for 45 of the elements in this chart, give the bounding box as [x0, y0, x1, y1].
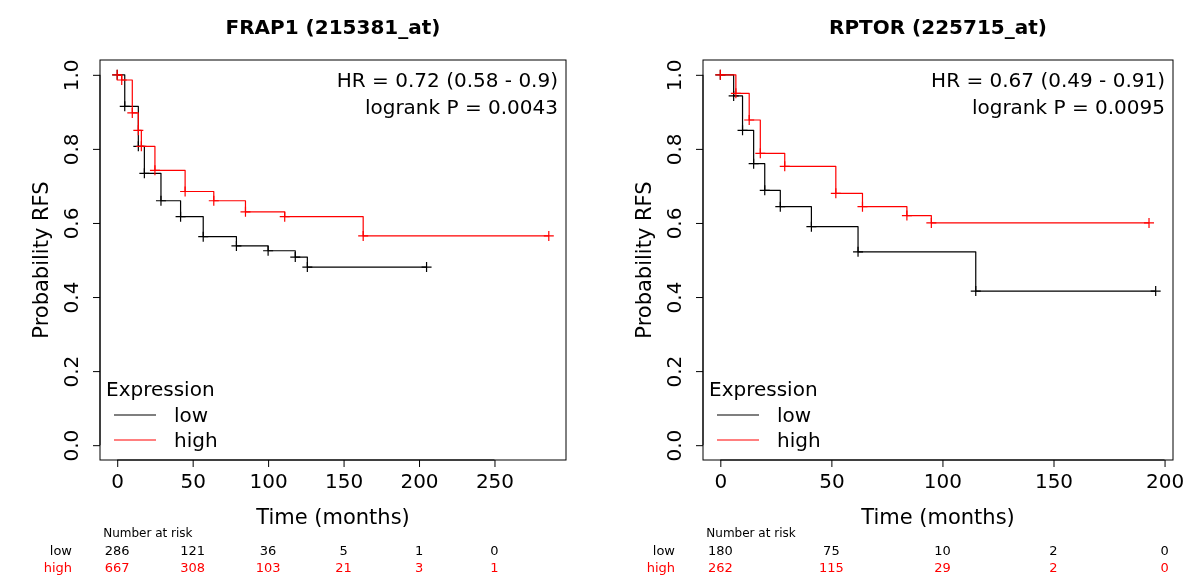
text: high 262 115 29 2 0 — [646, 560, 1169, 575]
y-tick-label: 0.4 — [59, 281, 83, 314]
y-tick-label: 0.0 — [662, 429, 686, 462]
chart-title: RPTOR (225715_at) — [829, 15, 1047, 39]
text: high 667 308 103 21 3 1 — [43, 560, 499, 575]
x-axis-title: Time (months) — [860, 505, 1015, 529]
x-tick-label: 200 — [400, 469, 439, 493]
y-tick-label: 1.0 — [662, 59, 686, 92]
y-axis-title: Probability RFS — [29, 181, 53, 339]
x-tick-label: 50 — [819, 469, 845, 493]
legend-title: Expression — [709, 377, 818, 401]
chart-title: FRAP1 (215381_at) — [225, 15, 441, 39]
x-tick-label: 150 — [324, 469, 364, 493]
y-tick-label: 0.8 — [59, 133, 83, 166]
legend-title: Expression — [106, 377, 215, 401]
text: Number at risk — [706, 526, 796, 540]
x-tick-label: 250 — [475, 469, 515, 493]
annotation: logrank P = 0.0095 — [971, 95, 1165, 119]
text: low 180 75 10 2 0 — [652, 543, 1169, 558]
legend-label: high — [174, 428, 218, 452]
y-tick-label: 1.0 — [59, 59, 83, 92]
y-tick-label: 0.2 — [59, 355, 83, 388]
y-tick-label: 0.0 — [59, 429, 83, 462]
x-tick-label: 150 — [1034, 469, 1074, 493]
annotation: HR = 0.67 (0.49 - 0.91) — [931, 68, 1165, 92]
x-tick-label: 0 — [111, 469, 125, 493]
text: Number at risk — [103, 526, 193, 540]
annotation: HR = 0.72 (0.58 - 0.9) — [336, 68, 558, 92]
x-tick-label: 100 — [249, 469, 288, 493]
x-axis-title: Time (months) — [255, 505, 410, 529]
legend-label: low — [777, 403, 812, 427]
y-tick-label: 0.2 — [662, 355, 686, 388]
y-tick-label: 0.8 — [662, 133, 686, 166]
x-tick-label: 100 — [923, 469, 963, 493]
legend-label: low — [174, 403, 209, 427]
annotation: logrank P = 0.0043 — [364, 95, 558, 119]
x-tick-label: 200 — [1145, 469, 1185, 493]
y-tick-label: 0.6 — [662, 207, 686, 240]
x-tick-label: 50 — [180, 469, 206, 493]
legend-label: high — [777, 428, 821, 452]
y-tick-label: 0.6 — [59, 207, 83, 240]
y-axis-title: Probability RFS — [632, 181, 656, 339]
x-tick-label: 0 — [714, 469, 728, 493]
text: low 286 121 36 5 1 0 — [49, 543, 499, 558]
y-tick-label: 0.4 — [662, 281, 686, 314]
